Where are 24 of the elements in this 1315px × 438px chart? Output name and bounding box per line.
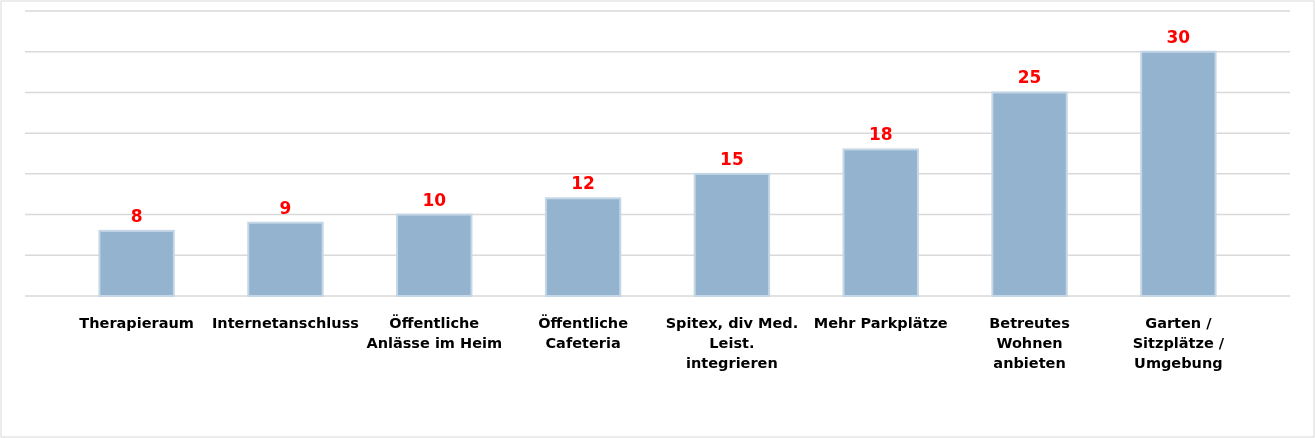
- x-tick-label: Betreutes Wohnen anbieten: [989, 315, 1070, 371]
- x-tick-label: Öffentliche Anlässe im Heim: [366, 314, 503, 351]
- bar: [1140, 50, 1217, 297]
- x-tick-label: Spitex, div Med. Leist. integrieren: [665, 315, 799, 371]
- bar: [544, 197, 622, 297]
- bar: [98, 229, 175, 297]
- bar: [693, 172, 771, 297]
- bar: [991, 91, 1068, 297]
- x-tick-label: Internetanschluss: [211, 315, 359, 331]
- x-tick-label: Garten / Sitzplätze / Umgebung: [1132, 315, 1225, 371]
- data-label: 25: [1017, 67, 1042, 88]
- x-tick-label: Öffentliche Cafeteria: [538, 314, 629, 351]
- bar: [842, 148, 919, 297]
- data-label: 12: [571, 173, 595, 194]
- bar: [247, 221, 324, 297]
- data-label: 30: [1166, 26, 1191, 47]
- data-label: 18: [868, 124, 893, 145]
- data-label: 10: [422, 189, 447, 210]
- x-tick-label: Mehr Parkplätze: [813, 315, 948, 331]
- data-label: 15: [720, 148, 744, 169]
- x-tick-label: Therapieraum: [79, 315, 194, 331]
- bar: [396, 213, 473, 297]
- data-label: 9: [279, 197, 292, 218]
- data-label: 8: [130, 205, 143, 226]
